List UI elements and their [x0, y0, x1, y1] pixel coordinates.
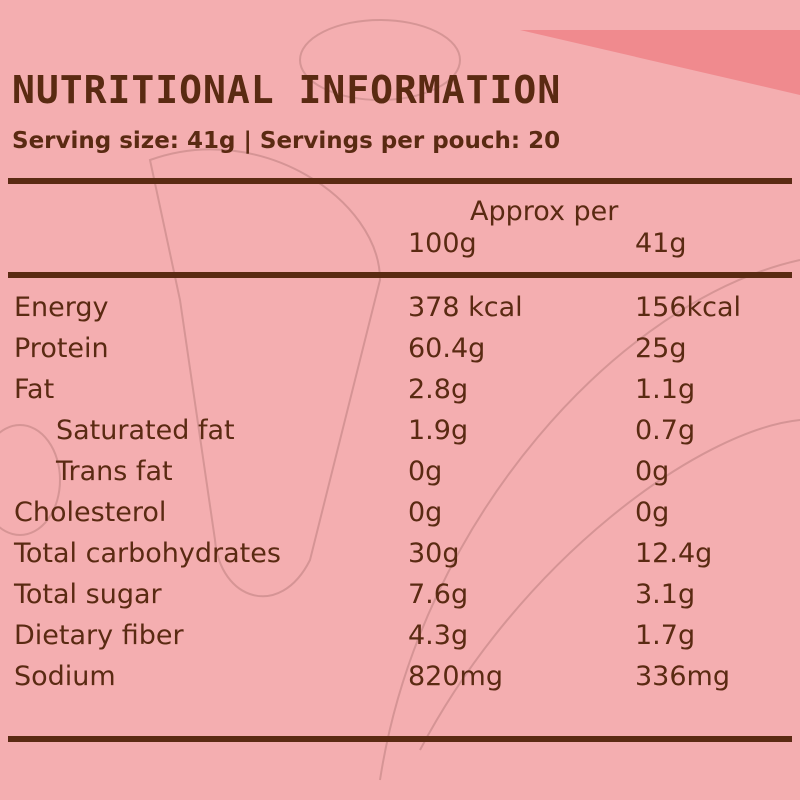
rule [8, 736, 792, 742]
group-header: Approx per [470, 196, 619, 227]
value-100g: 0g [408, 497, 443, 528]
nutrient-name: Sodium [14, 661, 116, 692]
nutrient-name: Total sugar [14, 579, 162, 610]
value-serving: 0.7g [635, 415, 696, 446]
column-header: 41g [635, 228, 687, 259]
value-serving: 1.1g [635, 374, 696, 405]
value-serving: 156kcal [635, 292, 742, 323]
subtitle: Serving size: 41g | Servings per pouch: … [12, 128, 561, 154]
value-100g: 7.6g [408, 579, 469, 610]
nutrient-name: Total carbohydrates [14, 538, 281, 569]
value-100g: 378 kcal [408, 292, 523, 323]
value-serving: 0g [635, 456, 670, 487]
value-serving: 1.7g [635, 620, 696, 651]
value-serving: 25g [635, 333, 687, 364]
nutrient-name: Cholesterol [14, 497, 167, 528]
nutrient-name: Fat [14, 374, 55, 405]
value-100g: 60.4g [408, 333, 486, 364]
nutrient-name: Trans fat [56, 456, 173, 487]
value-serving: 0g [635, 497, 670, 528]
rule [8, 178, 792, 184]
column-header: 100g [408, 228, 477, 259]
nutrient-name: Dietary fiber [14, 620, 184, 651]
title: NUTRITIONAL INFORMATION [12, 68, 562, 112]
value-100g: 2.8g [408, 374, 469, 405]
value-100g: 1.9g [408, 415, 469, 446]
nutrient-name: Protein [14, 333, 109, 364]
value-100g: 30g [408, 538, 460, 569]
value-serving: 3.1g [635, 579, 696, 610]
value-100g: 0g [408, 456, 443, 487]
value-serving: 336mg [635, 661, 730, 692]
value-100g: 820mg [408, 661, 503, 692]
nutrient-name: Energy [14, 292, 109, 323]
nutrient-name: Saturated fat [56, 415, 235, 446]
rule [8, 272, 792, 278]
value-serving: 12.4g [635, 538, 713, 569]
value-100g: 4.3g [408, 620, 469, 651]
